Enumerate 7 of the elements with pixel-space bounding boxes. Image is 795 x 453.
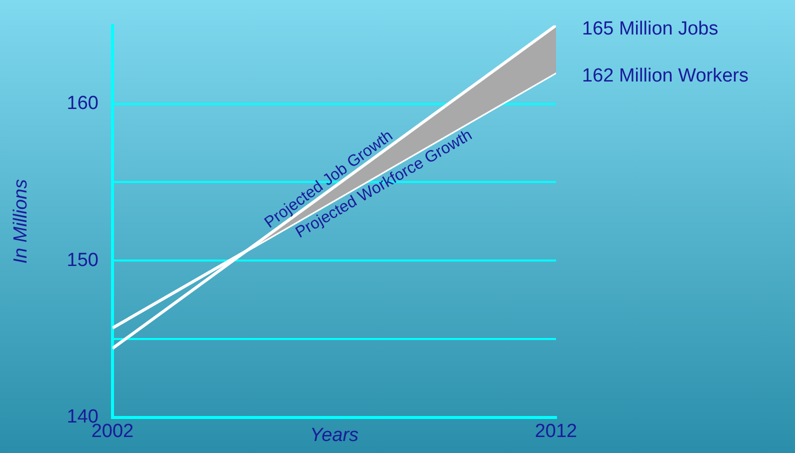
y-tick-label: 160 xyxy=(66,93,98,114)
y-tick-label: 150 xyxy=(66,250,98,271)
x-axis-title: Years xyxy=(310,424,360,446)
annotation: 165 Million Jobs xyxy=(582,18,718,40)
annotation: 162 Million Workers xyxy=(582,66,748,87)
y-axis-title: In Millions xyxy=(10,178,32,264)
x-tick-label: 2012 xyxy=(534,421,578,442)
